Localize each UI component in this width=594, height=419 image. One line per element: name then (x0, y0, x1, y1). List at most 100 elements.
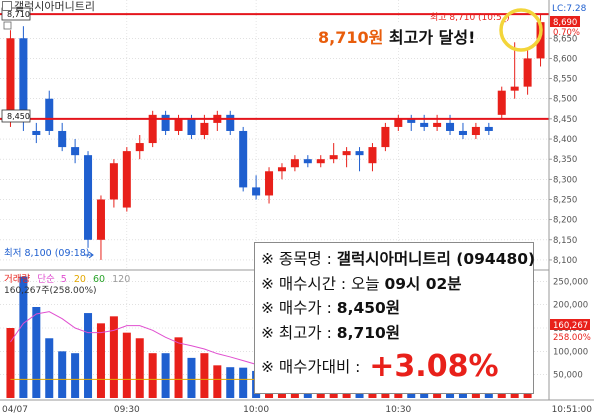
badge-mid-left-text: 8,450 (7, 112, 30, 121)
candle-body (109, 163, 118, 200)
badge-right-current (550, 16, 580, 27)
volume-bar (45, 338, 54, 398)
time-tick-label: 10:30 (385, 405, 411, 415)
candle-body (239, 130, 248, 188)
candle-body (96, 199, 105, 240)
price-tick-label: 8,450 (553, 115, 577, 125)
callout-message: 최고가 달성! (388, 28, 476, 47)
volume-bar (32, 307, 41, 398)
info-high-price-value: 8,710원 (336, 323, 401, 342)
candle-body (187, 118, 196, 135)
candle-body (420, 122, 429, 127)
candle-body (433, 122, 442, 127)
price-tick-label: 8,150 (553, 236, 577, 246)
volume-bar (187, 357, 196, 398)
candle-body (290, 159, 299, 168)
info-vs-buy-value: +3.08% (369, 349, 499, 384)
time-tick-label: 10:00 (243, 405, 269, 415)
candle-body (277, 167, 286, 172)
price-tick-label: 8,350 (553, 155, 577, 165)
window-menu-icon[interactable] (2, 1, 12, 11)
volume-legend-sub: 160,267주(258.00%) (4, 285, 97, 296)
info-buy-time-value: 09시 02분 (384, 274, 462, 293)
candle-body (407, 118, 416, 123)
info-high-price-label: ※ 최고가 : (261, 323, 337, 342)
candle-body (265, 171, 274, 196)
info-buy-price-label: ※ 매수가 : (261, 299, 337, 317)
candle-body (536, 22, 545, 59)
price-tick-label: 8,200 (553, 216, 577, 226)
window-icon[interactable] (3, 21, 12, 30)
volume-tick-label: 200,000 (553, 301, 588, 311)
price-tick-label: 8,300 (553, 175, 577, 185)
info-stock-name-label: ※ 종목명 : (261, 250, 337, 268)
candle-body (497, 90, 506, 115)
volume-tick-label: 50,000 (553, 371, 583, 381)
volume-legend: 거래량 단순 5 20 60 120 (4, 273, 130, 285)
volume-bar (161, 353, 170, 398)
info-buy-time-label: ※ 매수시간 : 오늘 (261, 274, 385, 293)
time-tick-label: 10:51:00 (552, 405, 593, 415)
time-tick-label: 09:30 (114, 405, 140, 415)
candle-body (226, 114, 235, 131)
volume-tick-label: 250,000 (553, 277, 588, 287)
volume-current-pct: 258.00% (553, 333, 591, 343)
price-tick-label: 8,650 (553, 34, 577, 44)
candle-body (252, 187, 261, 196)
candle-body (84, 155, 93, 240)
volume-current-badge (550, 319, 590, 330)
info-vs-buy-label: ※ 매수가대비 : (261, 358, 366, 376)
volume-bar (6, 328, 15, 398)
volume-bar (84, 313, 93, 398)
candle-body (381, 126, 390, 148)
info-buy-price-value: 8,450원 (336, 299, 401, 317)
volume-bar (96, 323, 105, 398)
time-axis: 04/07 09:30 10:00 10:30 10:51:00 (2, 405, 592, 415)
window-title-tab[interactable]: 갤럭시아머니트리 (0, 0, 95, 14)
candle-body (19, 38, 28, 119)
window-title: 갤럭시아머니트리 (14, 0, 95, 13)
high-callout: 8,710원 최고가 달성! (318, 24, 476, 48)
price-tick-label: 8,550 (553, 75, 577, 85)
volume-legend-p120: 120 (112, 274, 130, 285)
price-tick-label: 8,250 (553, 195, 577, 205)
candle-body (471, 126, 480, 135)
info-stock-name-value: 갤럭시아머니트리 (094480) (336, 250, 536, 268)
badge-top-left-text: 8,710 (7, 10, 30, 19)
candle-body (523, 58, 532, 87)
price-tick-label: 8,100 (553, 256, 577, 266)
volume-legend-simple: 단순 (37, 274, 55, 285)
candle-body (368, 147, 377, 164)
top-right-label: LC:7.28 (552, 4, 587, 14)
low-label: 최저 8,100 (09:18) (4, 248, 90, 259)
candle-body (355, 151, 364, 156)
candle-body (174, 118, 183, 131)
info-buy-time: ※ 매수시간 : 오늘 09시 02분 (261, 272, 533, 297)
badge-top-left (1, 7, 31, 21)
low-arrow-icon (84, 251, 94, 259)
time-tick-label: 04/07 (2, 405, 28, 415)
price-tick-label: 8,400 (553, 135, 577, 145)
candle-body (446, 122, 455, 131)
candles (6, 14, 545, 260)
badge-mid-left (1, 109, 31, 123)
candle-body (316, 159, 325, 164)
candle-body (510, 86, 519, 91)
candle-body (45, 98, 54, 131)
candle-body (342, 151, 351, 156)
volume-legend-label: 거래량 (4, 273, 30, 285)
candle-body (148, 114, 157, 144)
volume-tick-label: 100,000 (553, 347, 588, 357)
volume-legend-p5: 5 (61, 274, 67, 285)
price-tick-label: 8,600 (553, 54, 577, 64)
highlight-circle (499, 8, 543, 52)
badge-right-pct: 0.70% (553, 28, 580, 38)
volume-bar (213, 365, 222, 398)
badge-right-current-text: 8,690 (553, 18, 577, 28)
volume-bar (122, 332, 131, 398)
volume-bar (58, 351, 67, 398)
price-axis: 8,650 8,600 8,550 8,500 8,450 8,400 8,350 8,300… (549, 34, 577, 266)
volume-bar (148, 353, 157, 398)
candle-body (58, 130, 67, 148)
volume-legend-p20: 20 (74, 274, 86, 285)
